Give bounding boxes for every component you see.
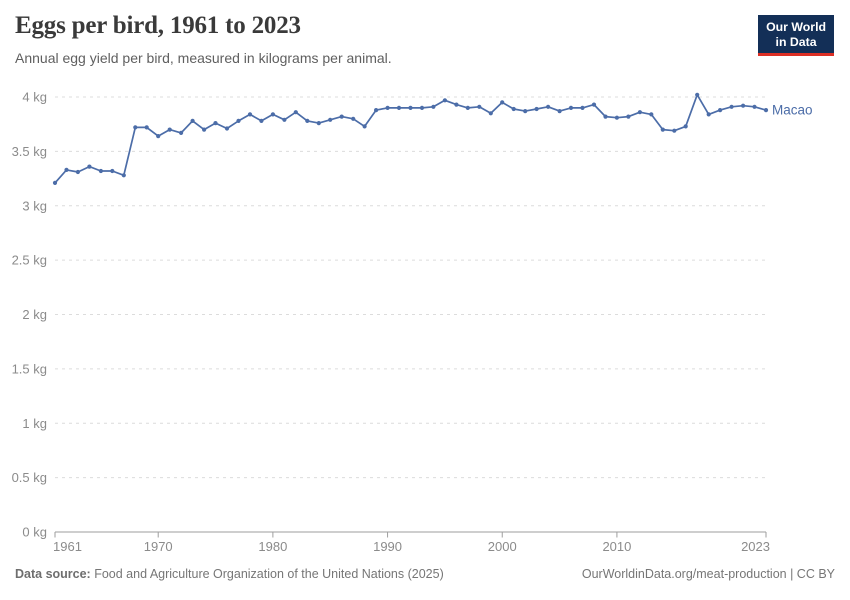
data-point[interactable] — [672, 128, 677, 133]
data-point[interactable] — [637, 110, 643, 115]
x-axis-labels: 1961 1970 1980 1990 2000 2010 2023 — [53, 539, 770, 554]
chart-subtitle: Annual egg yield per bird, measured in k… — [15, 50, 392, 66]
data-point[interactable] — [580, 105, 585, 110]
chart-footer: Data source: Food and Agriculture Organi… — [15, 567, 835, 581]
data-point[interactable] — [133, 125, 138, 130]
x-tick-label: 1990 — [373, 539, 402, 554]
data-point[interactable] — [568, 105, 574, 110]
data-point[interactable] — [763, 108, 769, 113]
y-tick-label: 2 kg — [22, 307, 47, 322]
data-point[interactable] — [236, 118, 241, 123]
y-tick-label: 3.5 kg — [12, 144, 47, 159]
owid-logo[interactable]: Our World in Data — [758, 15, 834, 56]
data-point[interactable] — [167, 127, 172, 132]
y-tick-label: 1.5 kg — [12, 361, 47, 376]
data-point[interactable] — [729, 104, 734, 109]
data-point[interactable] — [603, 114, 608, 119]
data-point[interactable] — [546, 104, 551, 109]
data-point[interactable] — [293, 110, 298, 115]
data-point[interactable] — [110, 168, 115, 174]
data-point[interactable] — [431, 104, 436, 109]
data-point[interactable] — [121, 173, 126, 178]
data-point[interactable] — [316, 121, 321, 126]
x-tick-label: 1980 — [258, 539, 287, 554]
data-point[interactable] — [202, 127, 207, 132]
y-tick-label: 4 kg — [22, 90, 47, 105]
y-tick-label: 0 kg — [22, 525, 47, 540]
data-point[interactable] — [626, 114, 631, 119]
x-tick-label: 2010 — [602, 539, 631, 554]
x-tick-label: 1970 — [144, 539, 173, 554]
owid-logo-line1: Our World — [766, 20, 826, 34]
data-point[interactable] — [741, 103, 746, 108]
data-point[interactable] — [374, 108, 379, 113]
data-point[interactable] — [752, 104, 757, 109]
data-point[interactable] — [52, 180, 58, 185]
data-point[interactable] — [328, 117, 333, 122]
data-point[interactable] — [247, 112, 253, 117]
data-point[interactable] — [385, 105, 390, 110]
x-axis — [54, 531, 767, 538]
data-point[interactable] — [660, 127, 665, 132]
data-point[interactable] — [534, 106, 539, 112]
data-point[interactable] — [591, 102, 597, 107]
data-point[interactable] — [488, 111, 493, 116]
data-point[interactable] — [270, 112, 275, 117]
chart-title: Eggs per bird, 1961 to 2023 — [15, 12, 301, 39]
data-point[interactable] — [718, 108, 723, 113]
data-point[interactable] — [98, 168, 103, 174]
data-point[interactable] — [408, 105, 413, 110]
data-point[interactable] — [706, 112, 711, 117]
y-tick-label: 1 kg — [22, 416, 47, 431]
data-point[interactable] — [362, 124, 367, 129]
data-point[interactable] — [523, 109, 528, 114]
x-tick-label: 1961 — [53, 539, 82, 554]
x-tick-label: 2023 — [741, 539, 770, 554]
y-axis-labels: 0 kg 0.5 kg 1 kg 1.5 kg 2 kg 2.5 kg 3 kg 3.5 kg… — [12, 90, 47, 540]
data-point[interactable] — [500, 100, 505, 105]
data-point[interactable] — [179, 130, 184, 135]
data-point[interactable] — [87, 164, 92, 169]
data-point[interactable] — [557, 109, 562, 114]
data-source-text: Food and Agriculture Organization of the… — [94, 567, 444, 581]
data-point[interactable] — [190, 118, 195, 123]
data-point[interactable] — [396, 105, 402, 110]
data-point[interactable] — [64, 167, 69, 172]
data-source-label: Data source: — [15, 567, 91, 581]
y-tick-label: 3 kg — [22, 198, 47, 213]
data-point[interactable] — [419, 105, 425, 110]
data-point[interactable] — [305, 118, 310, 123]
data-point[interactable] — [511, 106, 516, 112]
x-tick-label: 2000 — [488, 539, 517, 554]
data-point[interactable] — [614, 115, 620, 120]
y-tick-label: 0.5 kg — [12, 470, 47, 485]
data-point[interactable] — [282, 117, 287, 122]
owid-logo-line2: in Data — [775, 35, 817, 49]
entity-label-macao[interactable]: Macao — [772, 103, 813, 118]
data-series[interactable] — [52, 92, 769, 185]
owid-url-link[interactable]: OurWorldinData.org/meat-production | CC … — [581, 567, 835, 581]
data-point[interactable] — [683, 124, 688, 129]
data-point[interactable] — [477, 104, 482, 109]
data-point[interactable] — [454, 102, 459, 107]
data-point[interactable] — [144, 125, 149, 130]
data-point[interactable] — [213, 121, 218, 126]
data-point[interactable] — [351, 116, 356, 121]
data-point[interactable] — [465, 105, 470, 110]
data-source: Data source: Food and Agriculture Organi… — [15, 567, 444, 581]
data-point[interactable] — [259, 118, 264, 123]
gridlines — [55, 96, 766, 479]
data-point[interactable] — [649, 112, 654, 117]
data-point[interactable] — [442, 98, 447, 103]
data-point[interactable] — [695, 92, 700, 97]
line-chart: 0 kg 0.5 kg 1 kg 1.5 kg 2 kg 2.5 kg 3 kg 3.5 kg… — [12, 90, 813, 555]
data-point[interactable] — [156, 134, 161, 139]
data-point[interactable] — [75, 169, 80, 175]
data-point[interactable] — [224, 126, 230, 131]
data-point[interactable] — [339, 114, 344, 119]
y-tick-label: 2.5 kg — [12, 253, 47, 268]
